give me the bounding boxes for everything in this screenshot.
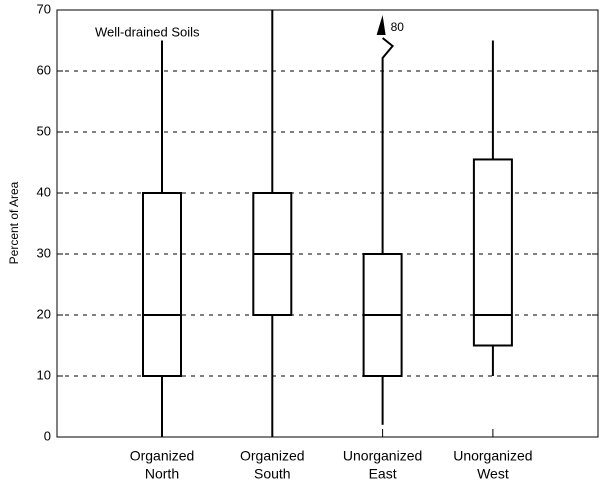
- off-scale-label: 80: [391, 20, 405, 34]
- y-tick-label: 30: [37, 245, 51, 260]
- box: [142, 192, 182, 377]
- plot-frame: [56, 9, 599, 438]
- y-tick-label: 20: [37, 306, 51, 321]
- whisker-high: [381, 37, 395, 254]
- x-tick-label: North: [145, 466, 179, 482]
- chart-title: Well-drained Soils: [95, 24, 200, 39]
- y-tick-label: 10: [37, 367, 51, 382]
- y-tick-label: 70: [37, 1, 51, 16]
- y-axis-label: Percent of Area: [7, 181, 21, 264]
- x-tick-label: Organized: [130, 448, 195, 464]
- x-tick-label: South: [254, 466, 291, 482]
- off-scale-arrow: [376, 15, 386, 35]
- x-tick-label: Unorganized: [343, 448, 422, 464]
- x-tick-label: East: [369, 466, 397, 482]
- x-tick-label: Organized: [240, 448, 305, 464]
- y-tick-label: 40: [37, 184, 51, 199]
- y-tick-label: 50: [37, 123, 51, 138]
- y-tick-label: 60: [37, 62, 51, 77]
- y-tick-label: 0: [44, 428, 51, 443]
- x-tick-label: West: [477, 466, 509, 482]
- x-tick-label: Unorganized: [453, 448, 532, 464]
- box: [472, 158, 513, 347]
